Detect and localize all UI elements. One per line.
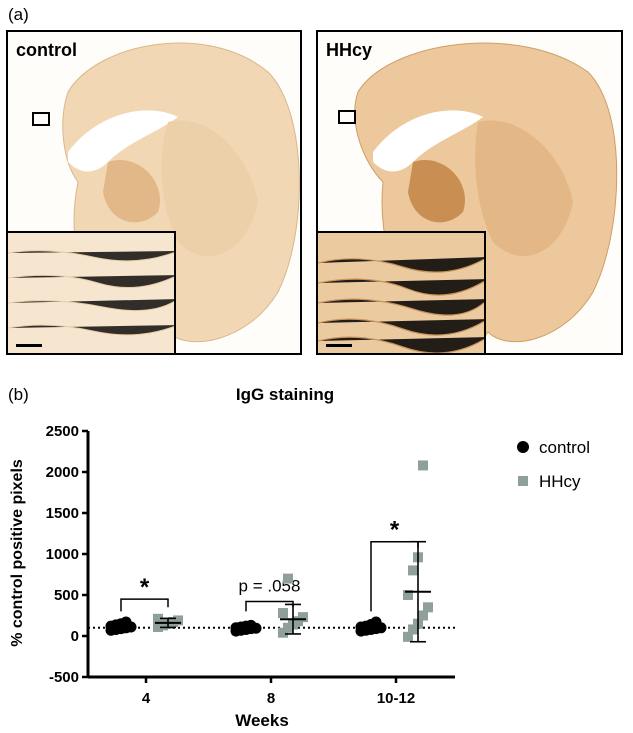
hhcy-inset-texture xyxy=(318,233,484,353)
data-point-hhcy xyxy=(173,615,183,626)
y-tick-label: 1000 xyxy=(46,546,79,563)
data-point-hhcy xyxy=(153,613,163,624)
significance-label: * xyxy=(390,517,400,544)
hhcy-inset-magnified xyxy=(318,231,486,353)
x-tick-label: 8 xyxy=(267,690,275,707)
significance-bracket xyxy=(120,598,169,612)
error-bars xyxy=(108,540,431,643)
legend-label-control: control xyxy=(539,438,590,457)
panel-a-label: (a) xyxy=(8,5,29,24)
region-of-interest-box xyxy=(338,110,356,124)
data-point-hhcy xyxy=(418,610,428,621)
hhcy-brain-image: HHcy xyxy=(316,30,623,355)
y-tick-label: 2000 xyxy=(46,464,79,481)
control-inset-texture xyxy=(8,233,174,353)
y-tick-label: 1500 xyxy=(46,505,79,522)
y-tick-label: -500 xyxy=(49,669,79,686)
chart-title: IgG staining xyxy=(236,385,334,404)
region-of-interest-box xyxy=(32,112,50,126)
data-point-hhcy xyxy=(408,565,418,576)
control-brain-image: control xyxy=(6,30,302,355)
significance-bracket xyxy=(370,540,419,612)
y-tick-label: 2500 xyxy=(46,423,79,440)
y-tick-label: 500 xyxy=(54,587,79,604)
data-point-hhcy xyxy=(403,631,413,642)
y-tick-label: 0 xyxy=(71,628,79,645)
data-point-control xyxy=(370,616,382,628)
legend-label-hhcy: HHcy xyxy=(539,472,581,491)
chart-legend: control HHcy xyxy=(517,438,590,491)
y-axis-label: % control positive pixels xyxy=(9,459,26,647)
data-point-control xyxy=(120,616,132,628)
scale-bar xyxy=(16,344,42,347)
data-point-hhcy xyxy=(403,590,413,600)
x-axis-label: Weeks xyxy=(235,711,289,730)
significance-label: * xyxy=(140,574,150,601)
data-point-hhcy xyxy=(408,624,418,635)
legend-marker-hhcy xyxy=(518,476,528,486)
data-point-hhcy xyxy=(418,460,428,471)
panel-b-label: (b) xyxy=(8,385,29,404)
control-image-title: control xyxy=(16,40,77,60)
data-point-hhcy xyxy=(423,602,433,613)
x-tick-label: 4 xyxy=(142,690,151,707)
igg-staining-chart: IgG staining % control positive pixels W… xyxy=(9,385,590,730)
hhcy-image-title: HHcy xyxy=(326,40,373,60)
data-point-hhcy xyxy=(283,573,293,584)
x-tick-label: 10-12 xyxy=(377,690,415,707)
control-inset-magnified xyxy=(8,231,176,353)
data-points xyxy=(105,460,433,642)
chart-axes: -500 0 500 1000 1500 2000 2500 4 8 10-12 xyxy=(46,423,455,707)
data-point-hhcy xyxy=(278,608,288,619)
data-point-hhcy xyxy=(298,612,308,623)
legend-marker-control xyxy=(517,441,529,453)
significance-brackets: * p = .058* xyxy=(120,517,419,612)
scale-bar xyxy=(326,344,352,347)
